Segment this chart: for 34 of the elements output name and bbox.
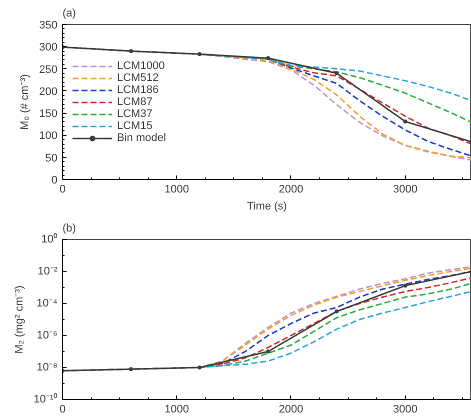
x-axis-title: Time (s) — [247, 200, 287, 212]
y-tick-label: 200 — [39, 86, 58, 98]
chart-title: (a) — [62, 8, 76, 20]
y-tick-label: 350 — [39, 20, 58, 32]
legend-label: LCM37 — [117, 108, 152, 120]
y-axis-title: M₂ (mg² cm⁻³) — [14, 285, 26, 354]
y-tick-label: 10⁰ — [41, 232, 58, 246]
y-tick-label: 10⁻¹⁰ — [34, 392, 58, 406]
legend-label: LCM87 — [117, 96, 152, 108]
x-tick-label: 2000 — [278, 184, 304, 196]
legend-label: LCM512 — [117, 72, 159, 84]
y-tick-label: 10⁻⁴ — [36, 298, 58, 310]
y-tick-label: 10⁻⁸ — [36, 362, 58, 374]
y-tick-label: 0 — [51, 174, 58, 186]
y-tick-label: 10⁻² — [38, 266, 58, 278]
x-tick-label: 0 — [59, 404, 66, 416]
x-tick-label: 1000 — [164, 404, 189, 416]
legend-label: LCM186 — [117, 84, 159, 96]
y-tick-label: 10⁻⁶ — [36, 330, 58, 342]
y-tick-label: 150 — [39, 108, 58, 120]
x-tick-label: 3000 — [393, 184, 418, 196]
y-tick-label: 250 — [39, 64, 58, 76]
x-tick-label: 3000 — [393, 404, 418, 416]
chart-title: (b) — [62, 222, 76, 234]
y-axis-title: M₀ (# cm⁻³) — [19, 74, 32, 130]
y-tick-label: 300 — [39, 42, 58, 54]
y-tick-label: 100 — [39, 130, 58, 142]
legend-label: Bin model — [117, 132, 166, 144]
legend-label: LCM1000 — [117, 60, 165, 72]
x-tick-label: 1000 — [164, 184, 189, 196]
x-tick-label: 2000 — [278, 404, 304, 416]
x-tick-label: 0 — [59, 184, 66, 196]
y-tick-label: 50 — [45, 152, 58, 164]
legend-label: LCM15 — [117, 120, 152, 132]
